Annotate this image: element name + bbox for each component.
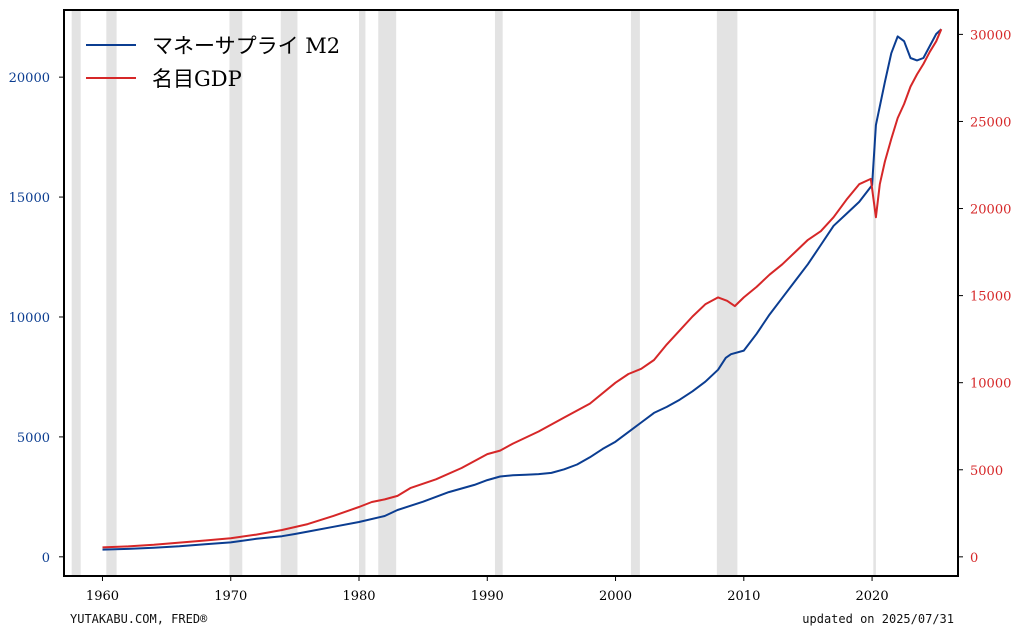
x-tick-label: 2020 bbox=[856, 589, 889, 604]
recession-band bbox=[71, 10, 81, 576]
legend: マネーサプライ M2 名目GDP bbox=[86, 34, 340, 91]
x-tick-label: 1970 bbox=[214, 589, 247, 604]
left-tick-label: 15000 bbox=[9, 191, 50, 206]
recession-band bbox=[229, 10, 243, 576]
recession-band bbox=[378, 10, 397, 576]
axes: 1960 1970 1980 1990 2000 2010 2020 0 5000 10000 15… bbox=[9, 28, 1012, 604]
right-tick-label: 15000 bbox=[970, 290, 1011, 305]
recession-band bbox=[359, 10, 366, 576]
recession-band bbox=[873, 10, 876, 576]
left-tick-label: 20000 bbox=[9, 71, 50, 86]
x-tick-label: 1980 bbox=[342, 589, 375, 604]
series-line-m2 bbox=[102, 28, 942, 551]
legend-label: マネーサプライ M2 bbox=[152, 34, 340, 58]
x-tick-label: 1990 bbox=[471, 589, 504, 604]
x-tick-label: 2010 bbox=[727, 589, 760, 604]
left-tick-label: 10000 bbox=[9, 311, 50, 326]
right-tick-label: 10000 bbox=[970, 377, 1011, 392]
right-tick-label: 0 bbox=[970, 551, 978, 566]
x-tick-label: 2000 bbox=[599, 589, 632, 604]
recession-band bbox=[630, 10, 640, 576]
right-tick-label: 5000 bbox=[970, 464, 1003, 479]
recession-band bbox=[716, 10, 738, 576]
recession-bands bbox=[71, 10, 876, 576]
right-tick-label: 20000 bbox=[970, 203, 1011, 218]
series-line-gdp bbox=[102, 28, 943, 549]
footer-source: YUTAKABU.COM, FRED® bbox=[70, 612, 208, 626]
footer-updated: updated on 2025/07/31 bbox=[802, 612, 954, 626]
plot-area bbox=[63, 9, 959, 577]
right-tick-label: 30000 bbox=[970, 28, 1011, 43]
left-tick-label: 0 bbox=[42, 551, 50, 566]
left-tick-label: 5000 bbox=[17, 431, 50, 446]
recession-band bbox=[280, 10, 298, 576]
x-tick-label: 1960 bbox=[86, 589, 119, 604]
recession-band bbox=[106, 10, 117, 576]
series-lines bbox=[102, 28, 943, 551]
legend-label: 名目GDP bbox=[152, 67, 242, 91]
right-tick-label: 25000 bbox=[970, 115, 1011, 130]
recession-band bbox=[494, 10, 503, 576]
